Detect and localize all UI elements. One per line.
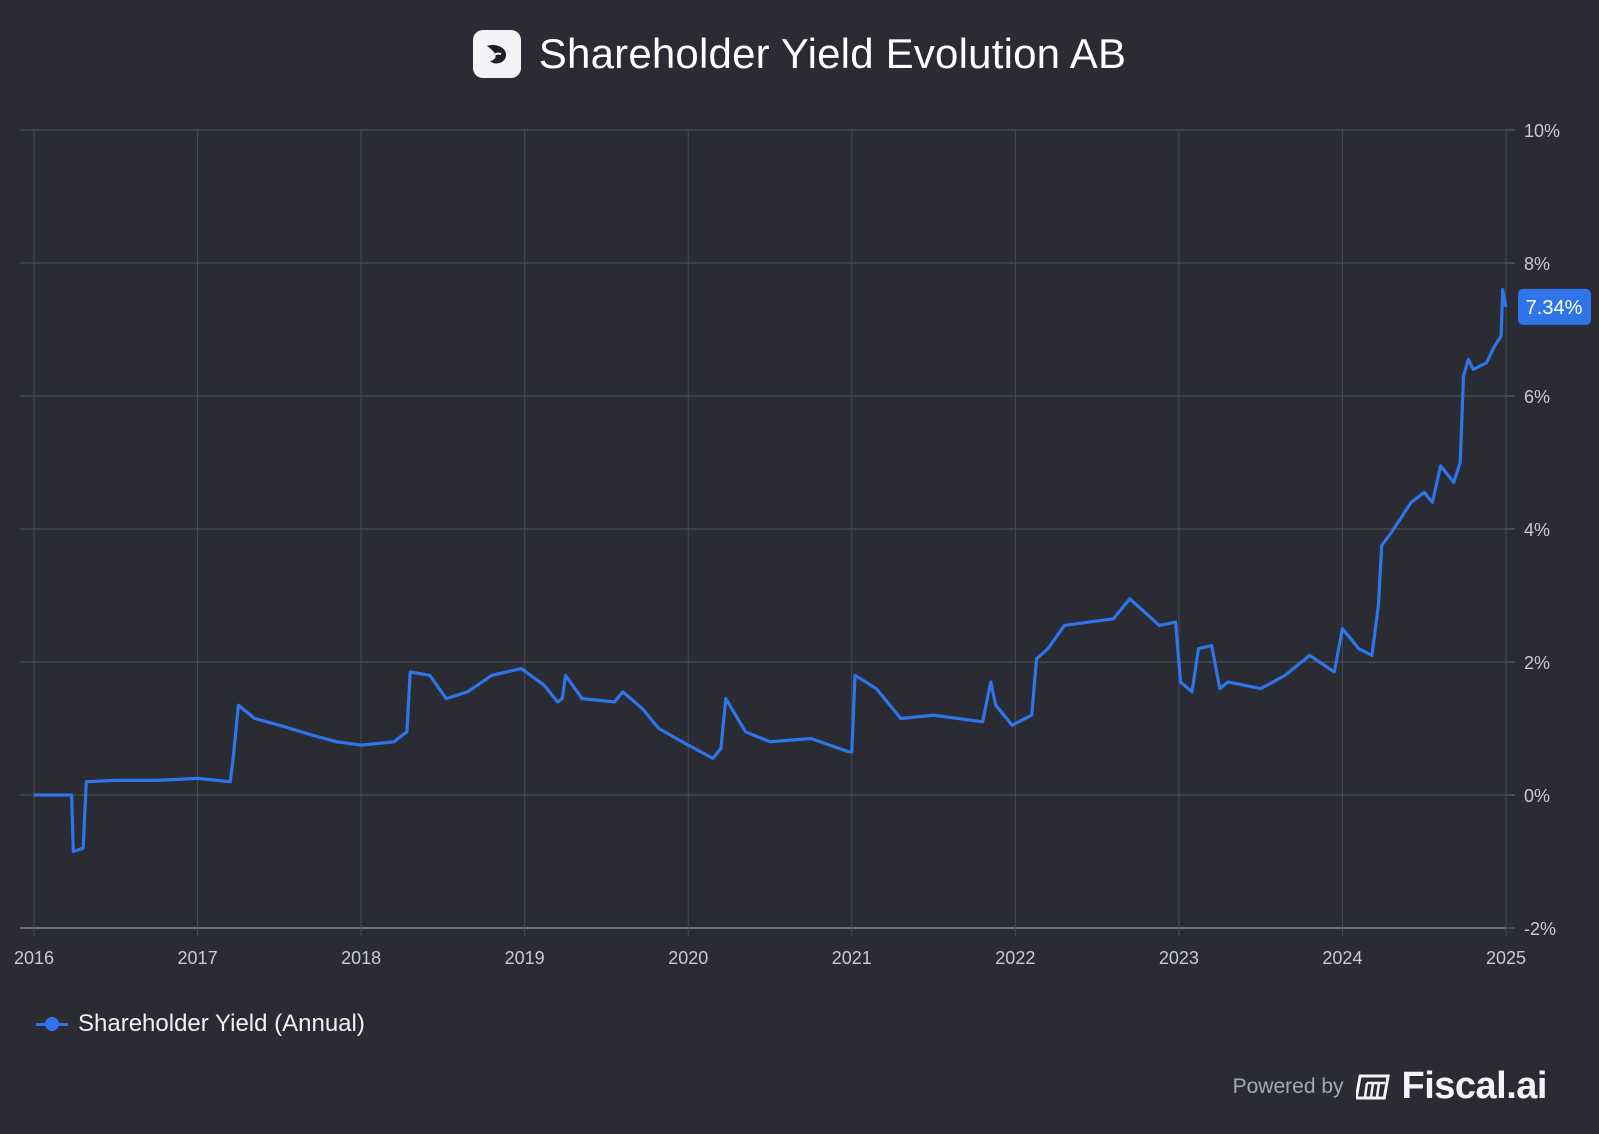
brand-name: Fiscal.ai: [1401, 1065, 1548, 1107]
brand: Fiscal.ai: [1355, 1065, 1548, 1108]
powered-by[interactable]: Powered by Fiscal.ai: [1232, 1065, 1548, 1108]
fiscal-logo-icon: [1355, 1074, 1390, 1099]
legend-item-shareholder-yield[interactable]: Shareholder Yield (Annual): [36, 1010, 365, 1038]
x-tick-label: 2016: [14, 948, 54, 968]
y-tick-label: 6%: [1524, 387, 1550, 407]
y-tick-label: 2%: [1524, 653, 1550, 673]
x-tick-label: 2021: [832, 948, 872, 968]
x-tick-label: 2020: [668, 948, 708, 968]
x-tick-label: 2024: [1322, 948, 1362, 968]
last-value-label: 7.34%: [1526, 297, 1583, 319]
chart-title: Shareholder Yield Evolution AB: [538, 30, 1127, 77]
legend-label: Shareholder Yield (Annual): [78, 1010, 365, 1037]
powered-by-label: Powered by: [1232, 1074, 1344, 1098]
series-line-shareholder-yield[interactable]: [34, 288, 1508, 854]
last-value-badge: [1518, 288, 1591, 325]
y-tick-label: -2%: [1524, 919, 1556, 939]
legend-marker-icon: [36, 1017, 68, 1031]
y-tick-label: 10%: [1524, 121, 1560, 141]
x-tick-label: 2018: [341, 948, 381, 968]
x-tick-label: 2019: [505, 948, 545, 968]
evolution-logo-icon: [472, 30, 521, 78]
chart-header: Shareholder Yield Evolution AB: [0, 30, 1599, 78]
y-tick-label: 0%: [1524, 786, 1550, 806]
x-tick-label: 2025: [1486, 948, 1526, 968]
y-tick-label: 4%: [1524, 520, 1550, 540]
x-tick-label: 2023: [1159, 948, 1199, 968]
x-tick-label: 2017: [178, 948, 218, 968]
y-tick-label: 8%: [1524, 254, 1550, 274]
x-tick-label: 2022: [995, 948, 1035, 968]
